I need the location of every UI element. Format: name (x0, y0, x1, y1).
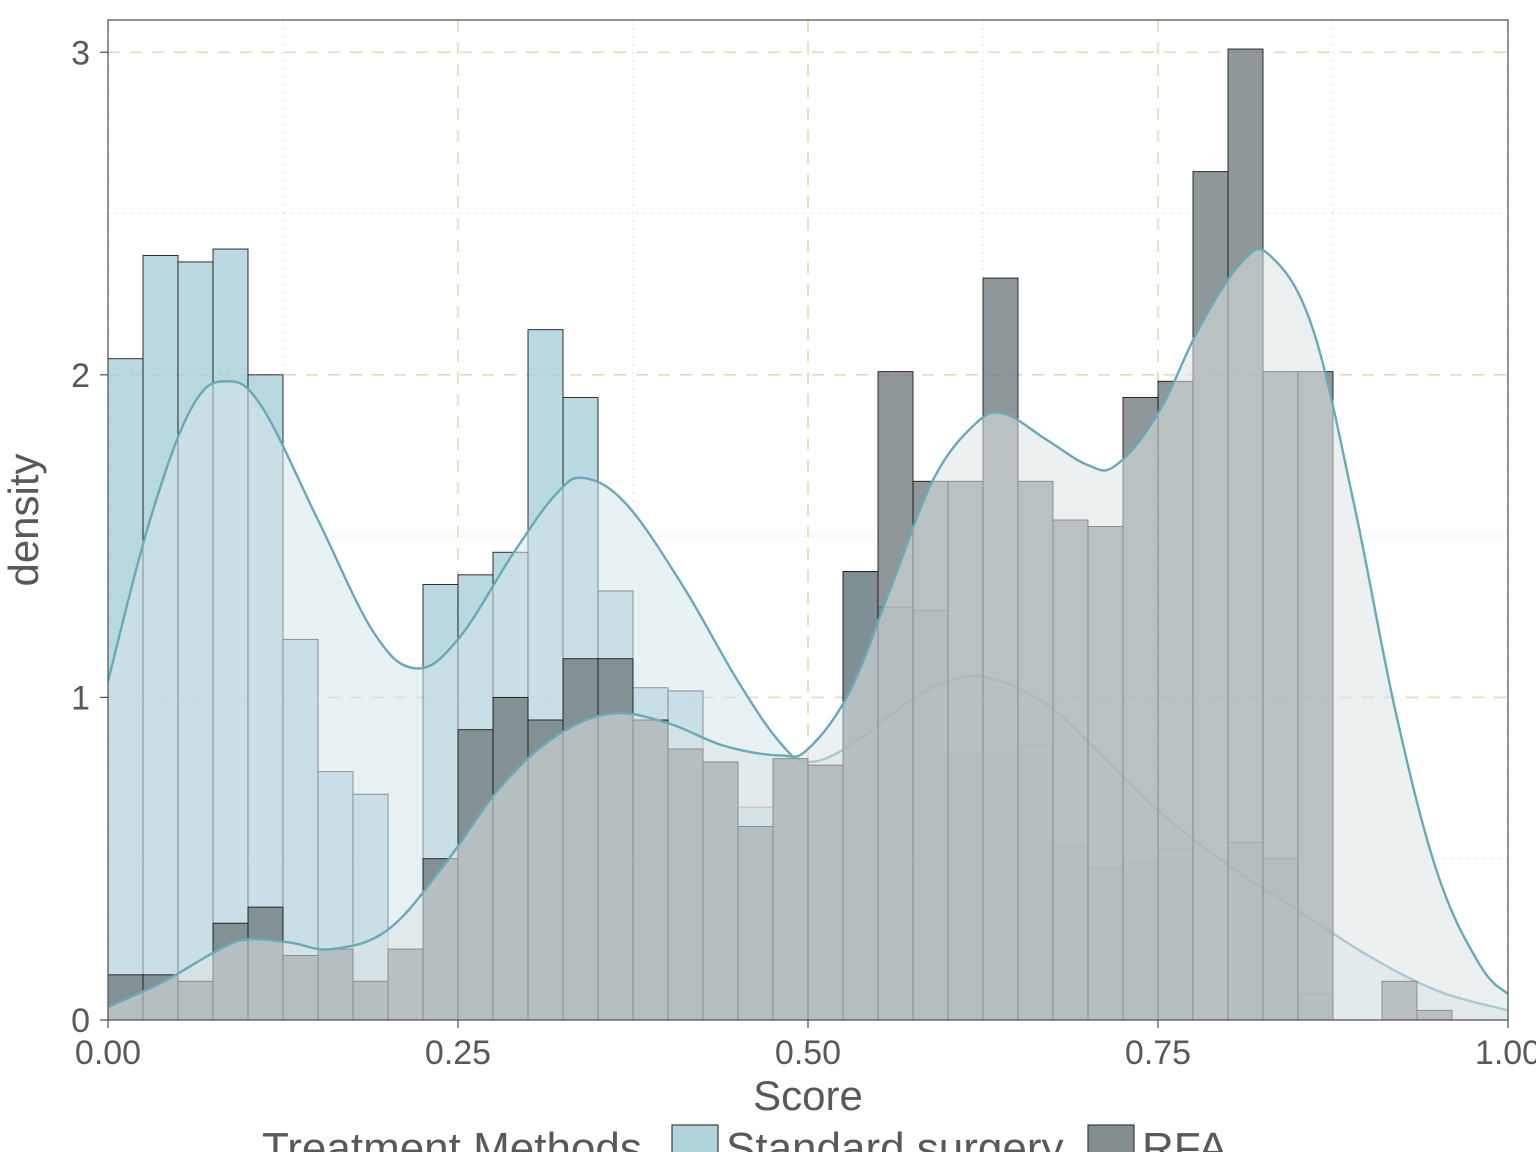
legend-title: Treatment Methods (262, 1124, 642, 1152)
x-tick-label: 1.00 (1475, 1034, 1536, 1072)
x-tick-label: 0.25 (425, 1034, 491, 1072)
y-tick-label: 3 (71, 34, 90, 72)
legend-label: RFA (1142, 1124, 1228, 1152)
chart-container: 0.000.250.500.751.000123ScoredensityTrea… (0, 0, 1536, 1152)
y-axis-title: density (0, 453, 47, 586)
density-histogram-chart: 0.000.250.500.751.000123ScoredensityTrea… (0, 0, 1536, 1152)
x-axis-title: Score (753, 1072, 863, 1119)
y-tick-label: 0 (71, 1002, 90, 1040)
x-tick-label: 0.50 (775, 1034, 841, 1072)
x-tick-label: 0.75 (1125, 1034, 1191, 1072)
legend: Treatment Methods Standard surgery RFA (262, 1124, 1228, 1152)
legend-swatch (1088, 1125, 1134, 1152)
y-tick-label: 1 (71, 679, 90, 717)
legend-swatch (672, 1125, 718, 1152)
y-tick-label: 2 (71, 357, 90, 395)
legend-label: Standard surgery (726, 1124, 1064, 1152)
